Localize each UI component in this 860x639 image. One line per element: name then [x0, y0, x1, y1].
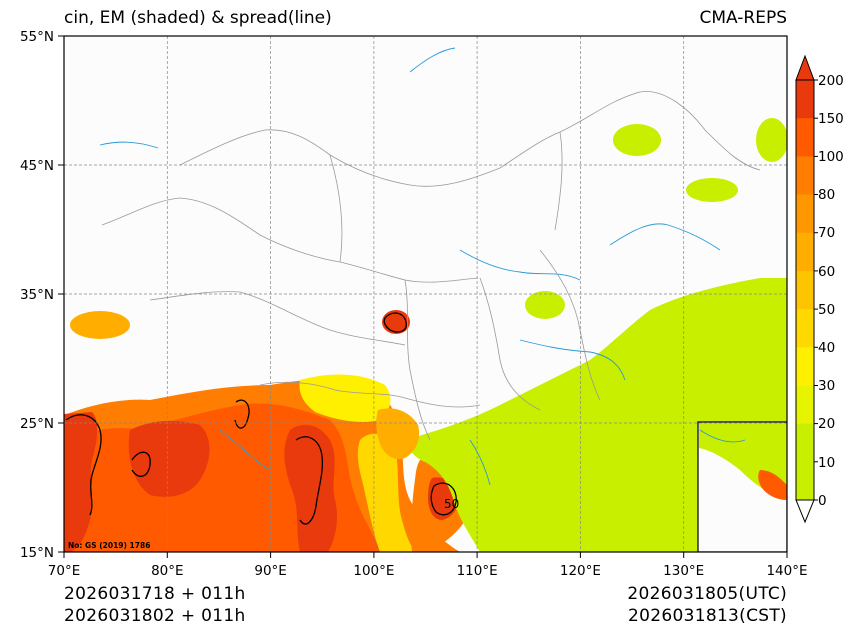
- init-time-cst: 2026031802 + 011h: [64, 606, 246, 626]
- lat-axis: 55°N 45°N 35°N 25°N 15°N: [20, 29, 64, 561]
- colorbar-label-20: 20: [818, 416, 835, 432]
- lat-label-35: 35°N: [20, 287, 54, 303]
- colorbar-label-100: 100: [818, 149, 844, 165]
- shaded-patch-west-orange: [70, 311, 130, 339]
- borders: [101, 91, 761, 441]
- colorbar-cell: [796, 194, 814, 234]
- contour-label: 50: [444, 497, 459, 511]
- colorbar-cell: [796, 423, 814, 463]
- colorbar: 200 150 100 80 70 60 50 40 30 20 10 0: [795, 54, 844, 524]
- inset-shaded-hot: [758, 470, 787, 500]
- colorbar-cell: [796, 309, 814, 348]
- colorbar-cell: [796, 270, 814, 310]
- lon-label-110: 110°E: [457, 563, 498, 579]
- shaded-field-sea-green: [600, 290, 787, 407]
- map-watermark: No: GS (2019) 1786: [68, 541, 150, 550]
- lat-label-25: 25°N: [20, 416, 54, 432]
- colorbar-label-200: 200: [818, 73, 844, 89]
- colorbar-cell: [796, 347, 814, 386]
- lon-label-70: 70°E: [48, 563, 80, 579]
- chart-title: cin, EM (shaded) & spread(line): [64, 8, 332, 28]
- lat-label-55: 55°N: [20, 29, 54, 45]
- colorbar-label-70: 70: [818, 225, 835, 241]
- colorbar-label-40: 40: [818, 340, 835, 356]
- colorbar-label-30: 30: [818, 378, 835, 394]
- lon-label-80: 80°E: [151, 563, 183, 579]
- gridlines: [64, 36, 787, 552]
- colorbar-extend-bottom: [795, 499, 815, 524]
- colorbar-frame: [795, 79, 815, 501]
- model-name: CMA-REPS: [699, 8, 787, 28]
- spread-contours: [65, 312, 457, 525]
- colorbar-label-60: 60: [818, 264, 835, 280]
- shaded-field-vietnam: [376, 408, 420, 460]
- lon-label-100: 100°E: [353, 563, 394, 579]
- shaded-patch-north-china: [525, 291, 565, 319]
- colorbar-label-150: 150: [818, 111, 844, 127]
- colorbar-cell: [796, 156, 814, 196]
- lat-label-45: 45°N: [20, 158, 54, 174]
- lon-label-120: 120°E: [560, 563, 601, 579]
- colorbar-cell: [796, 461, 814, 501]
- lon-axis: 70°E 80°E 90°E 100°E 110°E 120°E 130°E 1…: [48, 552, 808, 579]
- colorbar-cell: [796, 80, 814, 119]
- colorbar-label-10: 10: [818, 455, 835, 471]
- shaded-patch-northeast: [686, 178, 738, 202]
- lat-label-15: 15°N: [20, 545, 54, 561]
- shaded-patch-far-east: [756, 118, 787, 162]
- shaded-field-hot-bengal: [128, 420, 210, 497]
- valid-time-cst: 2026031813(CST): [628, 606, 787, 626]
- lon-label-130: 130°E: [663, 563, 704, 579]
- colorbar-label-80: 80: [818, 187, 835, 203]
- shaded-field-hot-west: [64, 412, 98, 552]
- colorbar-extend-top: [795, 54, 815, 81]
- rivers: [99, 47, 746, 486]
- colorbar-cell: [796, 385, 814, 425]
- init-time-utc: 2026031718 + 011h: [64, 584, 246, 604]
- shaded-field-yellow-band: [357, 433, 415, 552]
- colorbar-label-0: 0: [818, 493, 827, 509]
- lon-label-90: 90°E: [254, 563, 286, 579]
- colorbar-cell: [796, 232, 814, 272]
- colorbar-label-50: 50: [818, 302, 835, 318]
- valid-time-utc: 2026031805(UTC): [627, 584, 787, 604]
- lon-label-140: 140°E: [766, 563, 807, 579]
- shaded-field-hot-bay: [284, 424, 338, 552]
- shaded-patch-manchuria: [613, 124, 661, 156]
- colorbar-cell: [796, 118, 814, 157]
